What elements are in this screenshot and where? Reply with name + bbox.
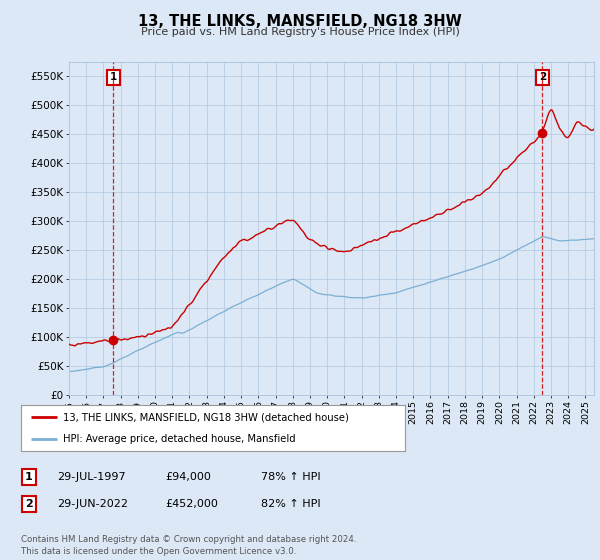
- Text: £452,000: £452,000: [165, 499, 218, 509]
- Text: 2: 2: [539, 72, 546, 82]
- Text: 1: 1: [110, 72, 117, 82]
- Text: 29-JUN-2022: 29-JUN-2022: [57, 499, 128, 509]
- Text: HPI: Average price, detached house, Mansfield: HPI: Average price, detached house, Mans…: [63, 435, 296, 444]
- Text: 13, THE LINKS, MANSFIELD, NG18 3HW: 13, THE LINKS, MANSFIELD, NG18 3HW: [138, 14, 462, 29]
- Text: 78% ↑ HPI: 78% ↑ HPI: [261, 472, 320, 482]
- Text: 29-JUL-1997: 29-JUL-1997: [57, 472, 125, 482]
- Text: Contains HM Land Registry data © Crown copyright and database right 2024.
This d: Contains HM Land Registry data © Crown c…: [21, 535, 356, 556]
- Text: Price paid vs. HM Land Registry's House Price Index (HPI): Price paid vs. HM Land Registry's House …: [140, 27, 460, 37]
- Text: 82% ↑ HPI: 82% ↑ HPI: [261, 499, 320, 509]
- Text: 2: 2: [25, 499, 32, 509]
- Text: 1: 1: [25, 472, 32, 482]
- Text: £94,000: £94,000: [165, 472, 211, 482]
- Text: 13, THE LINKS, MANSFIELD, NG18 3HW (detached house): 13, THE LINKS, MANSFIELD, NG18 3HW (deta…: [63, 412, 349, 422]
